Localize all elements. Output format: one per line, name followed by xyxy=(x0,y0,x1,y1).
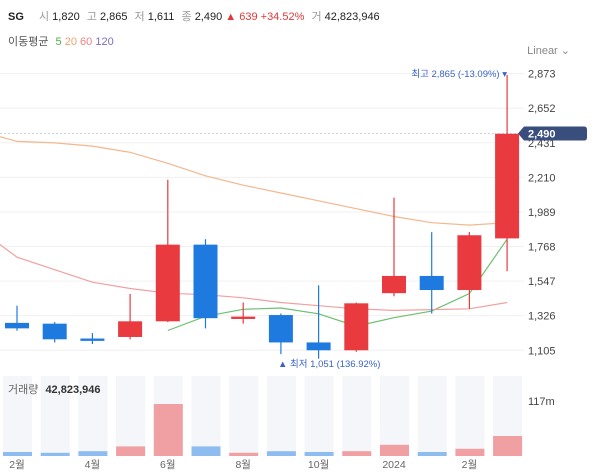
volume-legend-label: 거래량 xyxy=(8,384,39,396)
ma-5-label: 5 xyxy=(55,36,62,48)
y-tick-label: 1,989 xyxy=(528,207,556,219)
volume-bar xyxy=(3,452,32,456)
change-value: ▲ 639 xyxy=(225,11,258,23)
volume-column-bg xyxy=(116,376,146,456)
high-label: 고 xyxy=(86,11,97,23)
candle-body xyxy=(155,244,180,322)
x-tick-label: 8월 xyxy=(235,459,251,471)
ohlc-header: SG 시 1,820 고 2,865 저 1,611 종 2,490 ▲ 639… xyxy=(8,8,380,24)
y-tick-label: 2,210 xyxy=(528,172,556,184)
candle-body xyxy=(457,235,482,291)
volume-bar xyxy=(229,452,259,456)
volume-bar xyxy=(304,452,334,456)
volume-value: 42,823,946 xyxy=(324,11,380,23)
candle-body xyxy=(42,323,67,340)
ma-120-label: 120 xyxy=(95,36,114,48)
ma-20-label: 20 xyxy=(64,36,77,48)
ma-20-line xyxy=(0,136,508,226)
volume-bar xyxy=(266,451,296,456)
close-value: 2,490 xyxy=(194,11,223,23)
y-tick-label: 1,326 xyxy=(528,311,556,323)
volume-bar xyxy=(342,451,372,456)
volume-bar xyxy=(40,452,70,456)
candle-body xyxy=(306,342,331,351)
open-value: 1,820 xyxy=(52,11,80,23)
y-tick-label: 2,652 xyxy=(528,103,556,115)
volume-label: 거 xyxy=(311,11,322,23)
last-price-tag xyxy=(518,126,587,141)
open-label: 시 xyxy=(38,11,50,23)
volume-column-bg xyxy=(266,376,296,456)
volume-bar xyxy=(191,446,221,456)
candle-body xyxy=(382,275,406,294)
x-tick-label: 2월 xyxy=(9,459,25,471)
x-tick-label: 2024 xyxy=(382,459,406,471)
ma-5-line xyxy=(167,238,508,332)
ma-60-label: 60 xyxy=(80,36,93,48)
scale-mode-dropdown[interactable]: Linear xyxy=(527,44,570,57)
candle-body xyxy=(80,338,105,341)
low-value: 1,611 xyxy=(147,11,175,23)
volume-column-bg xyxy=(78,376,108,456)
volume-column-bg xyxy=(191,376,221,456)
volume-tick-label: 117m xyxy=(528,396,555,408)
volume-column-bg xyxy=(304,376,334,456)
volume-column-bg xyxy=(40,376,70,456)
volume-bar xyxy=(116,446,146,456)
volume-bar xyxy=(153,404,183,456)
candle-body xyxy=(344,303,369,351)
symbol-label: SG xyxy=(8,11,24,23)
low-annotation: ▲ 최저 1,051 (136.92%) xyxy=(278,359,380,370)
volume-legend-value: 42,823,946 xyxy=(45,384,101,396)
volume-column-bg xyxy=(3,376,32,456)
change-pct-value: +34.52% xyxy=(260,11,305,23)
candle-body xyxy=(193,244,218,319)
volume-bar xyxy=(78,451,108,456)
volume-bar xyxy=(455,448,485,456)
x-tick-label: 6월 xyxy=(160,459,176,471)
ma-legend-label: 이동평균 xyxy=(8,36,49,48)
volume-column-bg xyxy=(380,376,409,456)
x-tick-label: 2월 xyxy=(462,459,478,471)
low-label: 저 xyxy=(134,11,145,23)
y-tick-label: 1,768 xyxy=(528,242,556,254)
ma-60-line xyxy=(0,244,508,312)
close-label: 종 xyxy=(181,11,192,23)
moving-average-legend[interactable]: 이동평균 5 20 60 120 xyxy=(8,33,114,49)
high-annotation: 최고 2,865 (-13.09%) ▾ xyxy=(411,69,507,80)
volume-column-bg xyxy=(229,376,259,456)
volume-column-bg xyxy=(455,376,485,456)
y-tick-label: 1,547 xyxy=(528,276,556,288)
volume-column-bg xyxy=(417,376,447,456)
volume-bar xyxy=(380,444,409,456)
candle-body xyxy=(419,275,444,291)
candle-body xyxy=(495,133,520,239)
candle-body xyxy=(268,315,293,343)
high-value: 2,865 xyxy=(99,11,128,23)
y-tick-label: 2,431 xyxy=(528,138,556,150)
volume-column-bg xyxy=(342,376,372,456)
x-tick-label: 4월 xyxy=(85,459,101,471)
x-tick-label: 10월 xyxy=(308,459,329,471)
candle-body xyxy=(5,322,29,329)
volume-bar xyxy=(493,436,523,456)
y-tick-label: 1,105 xyxy=(528,345,556,357)
volume-bar xyxy=(417,452,447,456)
volume-legend: 거래량 42,823,946 xyxy=(8,381,101,397)
y-tick-label: 2,873 xyxy=(528,69,556,81)
last-price-label: 2,490 xyxy=(528,129,556,141)
candle-body xyxy=(231,316,256,319)
candle-body xyxy=(118,321,143,337)
